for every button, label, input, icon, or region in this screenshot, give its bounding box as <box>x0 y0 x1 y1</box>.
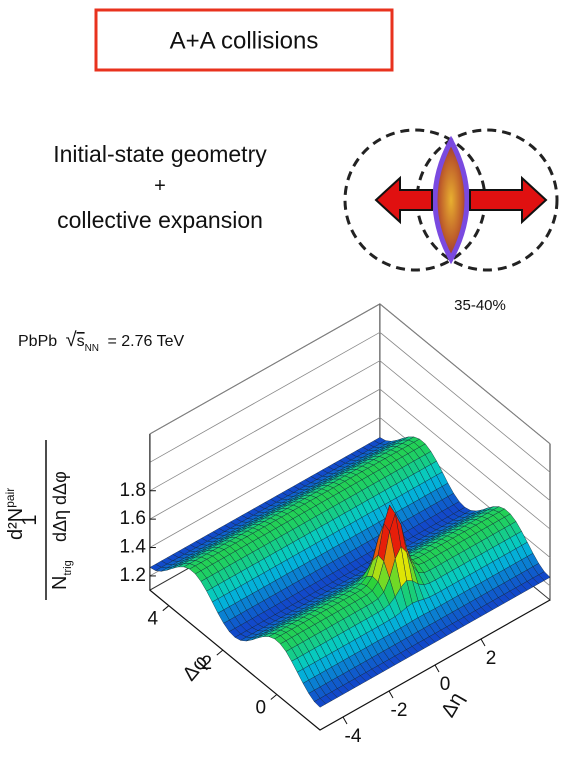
z-axis-label: 1 Ntrig d²Npair dΔη dΔφ <box>3 440 74 600</box>
axis-edge <box>149 589 551 731</box>
z-tick-label: 1.4 <box>119 537 146 558</box>
arrow-right <box>469 175 548 225</box>
z-label-n: N <box>49 576 71 590</box>
wall-line <box>149 360 551 501</box>
phi-tick <box>162 605 170 612</box>
eta-tick-label: -2 <box>391 700 408 721</box>
arrow-left <box>374 175 433 225</box>
phi-tick-label: 2 <box>202 653 213 674</box>
label-suffix: = 2.76 TeV <box>107 333 184 350</box>
z-label-den: dΔη dΔφ <box>50 471 70 542</box>
desc-line: collective expansion <box>57 207 263 233</box>
z-tick-label: 1.2 <box>119 565 145 586</box>
eta-tick <box>342 716 348 725</box>
z-label-trig-sub: trig <box>62 560 74 575</box>
sqrt-base: s <box>77 333 85 350</box>
eta-tick-label: 2 <box>486 648 497 669</box>
title-box <box>94 8 394 72</box>
phi-tick-label: 4 <box>148 609 159 630</box>
wall-line <box>149 388 551 530</box>
z-tick-label: 1.6 <box>119 508 145 529</box>
centrality: 35-40% <box>454 297 506 314</box>
eta-tick-label: 0 <box>440 674 451 695</box>
z-label-trig: Ntrig <box>49 560 74 590</box>
z-tick-label: 1.8 <box>119 480 145 501</box>
phi-tick <box>270 694 278 700</box>
title: A+A collisions <box>170 27 319 54</box>
nucleus <box>415 128 559 272</box>
wall-line <box>149 331 551 473</box>
surface-cell <box>313 698 327 708</box>
eta-tick <box>434 664 440 673</box>
wall-line <box>149 303 551 445</box>
label-prefix: PbPb <box>18 333 57 350</box>
desc-line: + <box>154 175 166 197</box>
plot-label: PbPb √sNN = 2.76 TeV <box>18 329 184 355</box>
eta-tick <box>388 690 394 699</box>
desc-line: Initial-state geometry <box>53 141 267 167</box>
z-label-pair: pair <box>3 488 17 508</box>
overlap-region <box>432 135 470 265</box>
phi-tick <box>216 649 224 656</box>
phi-tick-label: 0 <box>256 697 267 718</box>
eta-tick-label: -4 <box>345 726 362 747</box>
sqrt-sub: NN <box>85 343 99 354</box>
z-label-d2n: d²Npair <box>3 488 27 540</box>
collision-diagram <box>343 128 559 272</box>
eta-tick <box>480 638 486 647</box>
z-label-d2n-text: d²N <box>5 508 27 540</box>
sqrt-symbol: √ <box>66 329 77 351</box>
z-label-one: 1 <box>19 514 41 525</box>
